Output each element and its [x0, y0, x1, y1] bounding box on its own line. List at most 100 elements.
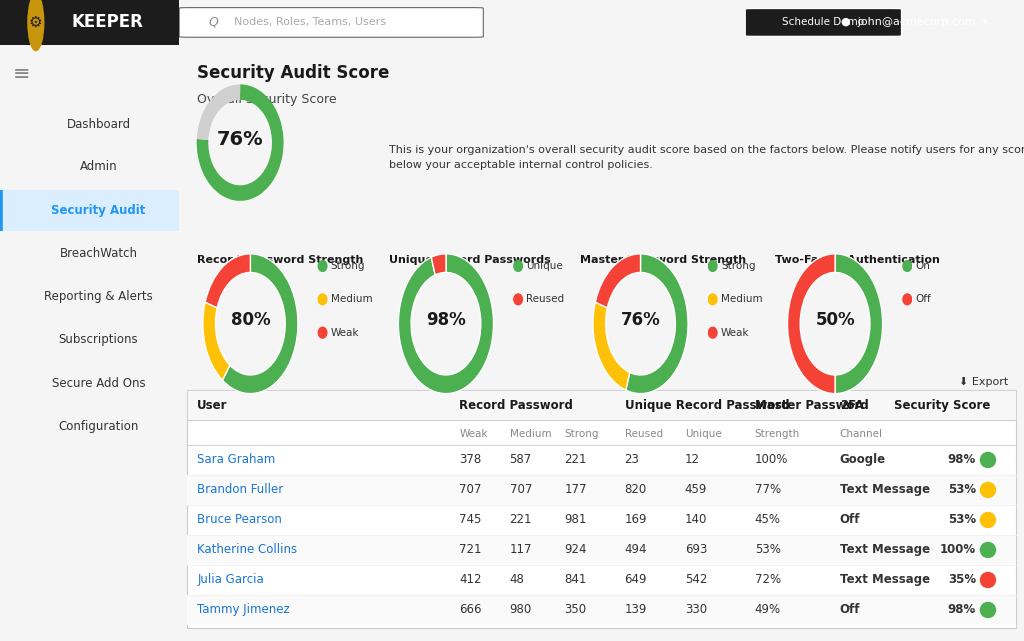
Text: 378: 378 — [460, 453, 481, 467]
Text: 924: 924 — [564, 544, 587, 556]
Text: 587: 587 — [510, 453, 531, 467]
Wedge shape — [595, 254, 641, 308]
Circle shape — [980, 603, 995, 617]
Text: Dashboard: Dashboard — [67, 119, 131, 131]
Text: Reused: Reused — [625, 429, 663, 439]
Text: 459: 459 — [685, 483, 707, 497]
Circle shape — [514, 261, 522, 271]
Text: 76%: 76% — [621, 312, 660, 329]
Circle shape — [318, 294, 327, 304]
Text: 841: 841 — [564, 574, 587, 587]
Text: Schedule Demo: Schedule Demo — [782, 17, 864, 28]
Text: 12: 12 — [685, 453, 699, 467]
Wedge shape — [197, 85, 284, 201]
Text: Q: Q — [209, 16, 219, 29]
Circle shape — [980, 542, 995, 558]
Text: Strong: Strong — [564, 429, 599, 439]
Text: 494: 494 — [625, 544, 647, 556]
Text: 412: 412 — [460, 574, 482, 587]
Text: 35%: 35% — [948, 574, 976, 587]
Circle shape — [514, 294, 522, 304]
Text: Admin: Admin — [80, 160, 118, 173]
FancyBboxPatch shape — [0, 190, 179, 231]
Text: 77%: 77% — [755, 483, 781, 497]
Text: ●  john@acmecorp.com  ▾: ● john@acmecorp.com ▾ — [841, 17, 988, 28]
Wedge shape — [398, 254, 494, 394]
Text: Security Score: Security Score — [894, 399, 990, 412]
Text: ≡: ≡ — [12, 63, 31, 84]
Text: Text Message: Text Message — [840, 483, 930, 497]
Text: Medium: Medium — [510, 429, 551, 439]
Text: Medium: Medium — [721, 294, 763, 304]
Circle shape — [903, 261, 911, 271]
Text: Katherine Collins: Katherine Collins — [198, 544, 297, 556]
Text: 45%: 45% — [755, 513, 780, 526]
Text: Record Password: Record Password — [460, 399, 573, 412]
Wedge shape — [787, 254, 836, 394]
Text: 745: 745 — [460, 513, 482, 526]
Text: 140: 140 — [685, 513, 707, 526]
Text: Unique: Unique — [526, 261, 563, 271]
Text: 707: 707 — [510, 483, 531, 497]
Text: 221: 221 — [564, 453, 587, 467]
Text: On: On — [915, 261, 931, 271]
Wedge shape — [626, 254, 688, 394]
Wedge shape — [203, 302, 229, 380]
Circle shape — [318, 261, 327, 271]
Text: Security Audit Score: Security Audit Score — [198, 64, 389, 82]
Text: 693: 693 — [685, 544, 707, 556]
Text: Weak: Weak — [331, 328, 359, 338]
FancyBboxPatch shape — [187, 595, 1016, 625]
Text: 139: 139 — [625, 603, 647, 617]
FancyBboxPatch shape — [187, 535, 1016, 565]
Text: Unique: Unique — [685, 429, 722, 439]
Text: Weak: Weak — [460, 429, 488, 439]
Wedge shape — [205, 254, 250, 308]
Circle shape — [980, 512, 995, 528]
Text: Reporting & Alerts: Reporting & Alerts — [44, 290, 153, 303]
Text: Brandon Fuller: Brandon Fuller — [198, 483, 284, 497]
Text: 981: 981 — [564, 513, 587, 526]
Wedge shape — [431, 254, 446, 275]
Text: 177: 177 — [564, 483, 587, 497]
Text: BreachWatch: BreachWatch — [59, 247, 137, 260]
Text: 80%: 80% — [230, 312, 270, 329]
Text: Overall Security Score: Overall Security Score — [198, 94, 337, 106]
Circle shape — [980, 572, 995, 588]
Circle shape — [980, 483, 995, 497]
Text: This is your organization's overall security audit score based on the factors be: This is your organization's overall secu… — [389, 145, 1024, 170]
Text: ⬇ Export: ⬇ Export — [958, 377, 1008, 387]
Text: Subscriptions: Subscriptions — [58, 333, 138, 346]
Circle shape — [903, 294, 911, 304]
Text: Tammy Jimenez: Tammy Jimenez — [198, 603, 290, 617]
FancyBboxPatch shape — [187, 390, 1016, 420]
Text: Google: Google — [840, 453, 886, 467]
Text: Off: Off — [915, 294, 931, 304]
Text: Medium: Medium — [331, 294, 373, 304]
Text: Strong: Strong — [721, 261, 756, 271]
Text: 98%: 98% — [426, 312, 466, 329]
Text: 169: 169 — [625, 513, 647, 526]
Text: 542: 542 — [685, 574, 707, 587]
Text: Nodes, Roles, Teams, Users: Nodes, Roles, Teams, Users — [234, 17, 386, 28]
FancyBboxPatch shape — [187, 390, 1016, 628]
Text: 50%: 50% — [815, 312, 855, 329]
Circle shape — [709, 261, 717, 271]
Circle shape — [318, 328, 327, 338]
Text: Configuration: Configuration — [58, 420, 138, 433]
Circle shape — [28, 0, 44, 51]
Text: Julia Garcia: Julia Garcia — [198, 574, 264, 587]
Text: Strong: Strong — [331, 261, 366, 271]
Text: 721: 721 — [460, 544, 482, 556]
Text: Weak: Weak — [721, 328, 750, 338]
Text: Off: Off — [840, 513, 860, 526]
Text: Reused: Reused — [526, 294, 564, 304]
Text: Channel: Channel — [840, 429, 883, 439]
Text: 53%: 53% — [948, 483, 976, 497]
Text: Off: Off — [840, 603, 860, 617]
Text: Two-Factor Authentication: Two-Factor Authentication — [775, 255, 940, 265]
Text: 72%: 72% — [755, 574, 781, 587]
Text: 820: 820 — [625, 483, 647, 497]
Text: Master Password Strength: Master Password Strength — [580, 255, 745, 265]
Text: Text Message: Text Message — [840, 574, 930, 587]
